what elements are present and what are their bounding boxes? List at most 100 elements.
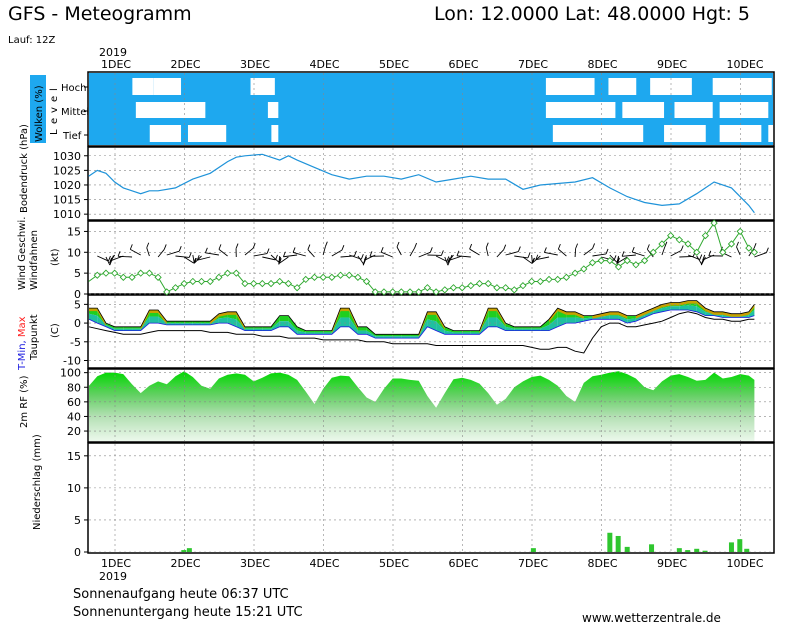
precip-bar-0: [181, 550, 187, 552]
wind-barb-38: [418, 251, 431, 258]
wind-barb-6: [130, 248, 141, 256]
wind-marker-6: [137, 269, 145, 277]
wind-barb-16: [218, 249, 228, 257]
wind-barb-flag-29: [354, 250, 357, 257]
wind-marker-14: [206, 277, 214, 286]
wind-barb-2: [105, 256, 111, 266]
wind-barb-flag-55: [557, 243, 561, 250]
top-date-label-4: 5DEC: [379, 58, 409, 71]
pressure-line: [88, 153, 755, 214]
wind-barb-37: [409, 247, 415, 257]
wind-marker-8: [154, 273, 162, 281]
wind-marker-45: [475, 279, 484, 288]
wind-barb-flag-67: [680, 245, 684, 251]
temp-band-lower-3: [114, 328, 124, 331]
wind-barb-flag-46: [485, 242, 489, 248]
wind-barb-flag-23: [278, 258, 282, 264]
tmin-line: [88, 309, 755, 339]
wind-marker-36: [397, 288, 405, 296]
cloud-level-mid: Mittel: [61, 107, 89, 118]
temp-band-lower-62: [627, 318, 636, 324]
wind-barb-53: [535, 256, 550, 261]
humidity-area: [89, 371, 755, 441]
cloud-level-high: Hoch: [61, 83, 86, 94]
temp-ytick-label--10: -10: [63, 355, 81, 368]
temp-band-top-8: [158, 309, 167, 325]
wind-marker-57: [580, 265, 588, 273]
wind-marker-18: [241, 279, 249, 288]
wind-marker-49: [510, 286, 518, 294]
wind-barb-flag-40: [446, 256, 450, 262]
wind-barb-flag-58: [605, 248, 609, 255]
temp-band-upper-36: [401, 334, 411, 337]
wind-barb-flag-48: [517, 246, 521, 252]
bottom-year-label: 2019: [99, 570, 127, 583]
temp-band-lower-16: [227, 317, 237, 327]
precip-bar-9: [694, 548, 700, 552]
wind-barb-45: [469, 248, 480, 256]
top-date-label-1: 2DEC: [171, 58, 201, 71]
wind-ytick-label-5: 5: [74, 267, 81, 280]
temp-band-lower-52: [540, 324, 550, 331]
wind-marker-44: [467, 282, 475, 290]
wind-barb-flag-19: [266, 248, 270, 254]
wind-barb-flag-71: [700, 259, 704, 266]
precip-ytick-label-5: 5: [74, 514, 81, 527]
wind-marker-7: [145, 269, 154, 277]
temp-band-top-14: [210, 313, 219, 325]
wind-unit: (kt): [50, 248, 61, 266]
wind-barb-flag-25: [292, 247, 296, 253]
temp-band-top-64: [644, 308, 654, 315]
humidity-panel-frame: [87, 368, 775, 443]
wind-barb-1: [97, 255, 109, 262]
wind-marker-60: [606, 256, 614, 265]
temp-band-lower-66: [661, 306, 671, 312]
wind-barb-flag-8: [163, 244, 167, 250]
wind-barb-23: [278, 256, 289, 264]
cloud-clear-0: [132, 78, 154, 95]
temp-band-lower-60: [609, 315, 619, 320]
wind-marker-32: [362, 277, 371, 286]
temp-band-top-72: [714, 311, 723, 315]
wind-barb-flag-44: [456, 250, 460, 256]
pressure-ytick-label-1025: 1025: [53, 164, 81, 177]
precip-bar-13: [744, 548, 750, 552]
cloud-clear-7: [135, 102, 206, 118]
temp-band-upper-48: [505, 323, 515, 329]
temp-band-upper-26: [314, 330, 324, 333]
temp-band-lower-22: [279, 321, 289, 327]
panel-frames: [87, 71, 775, 554]
wind-barb-flag-6: [129, 244, 133, 250]
wind-barb-flag-45: [469, 243, 473, 250]
wind-barb-35: [381, 251, 393, 258]
wind-barb-69: [687, 254, 700, 260]
precip-bar-4: [615, 535, 621, 552]
temp-ytick-label-5: 5: [74, 298, 81, 311]
wind-barb-18: [244, 247, 254, 256]
wind-marker-12: [189, 277, 197, 286]
cloud-clear-2: [250, 78, 275, 95]
temp-band-lower-2: [105, 324, 115, 331]
temp-band-upper-35: [392, 334, 402, 337]
precip-bar-7: [676, 548, 682, 552]
wind-barb-flag-33: [363, 255, 367, 261]
wind-marker-2: [102, 269, 110, 277]
wind-marker-68: [675, 236, 683, 244]
precip-ylabel: Niederschlag (mm): [32, 434, 43, 530]
website-link[interactable]: www.wetterzentrale.de: [582, 611, 721, 625]
cloud-clear-1: [153, 78, 182, 95]
temp-band-upper-43: [462, 330, 471, 333]
temp-band-lower-34: [383, 336, 393, 339]
wind-barb-20: [262, 256, 276, 261]
temp-band-lower-24: [297, 330, 306, 335]
rh-ytick-label-60: 60: [67, 396, 81, 409]
temp-band-top-60: [609, 311, 619, 315]
temp-band-lower-11: [184, 323, 193, 325]
wind-barb-8: [157, 249, 165, 258]
pressure-ylabel: Bodendruck (hPa): [19, 124, 30, 213]
temp-band-lower-21: [271, 321, 280, 331]
temp-band-top-74: [731, 313, 741, 317]
